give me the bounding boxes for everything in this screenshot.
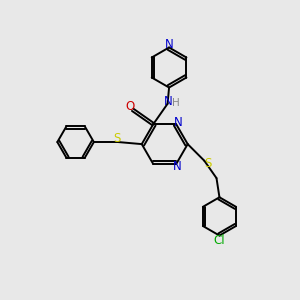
Text: H: H: [172, 98, 180, 108]
Text: Cl: Cl: [214, 234, 225, 248]
Text: S: S: [113, 132, 121, 145]
Text: S: S: [204, 157, 211, 169]
Text: N: N: [164, 95, 173, 108]
Text: N: N: [174, 116, 183, 129]
Text: O: O: [126, 100, 135, 113]
Text: N: N: [173, 160, 182, 173]
Text: N: N: [165, 38, 173, 51]
